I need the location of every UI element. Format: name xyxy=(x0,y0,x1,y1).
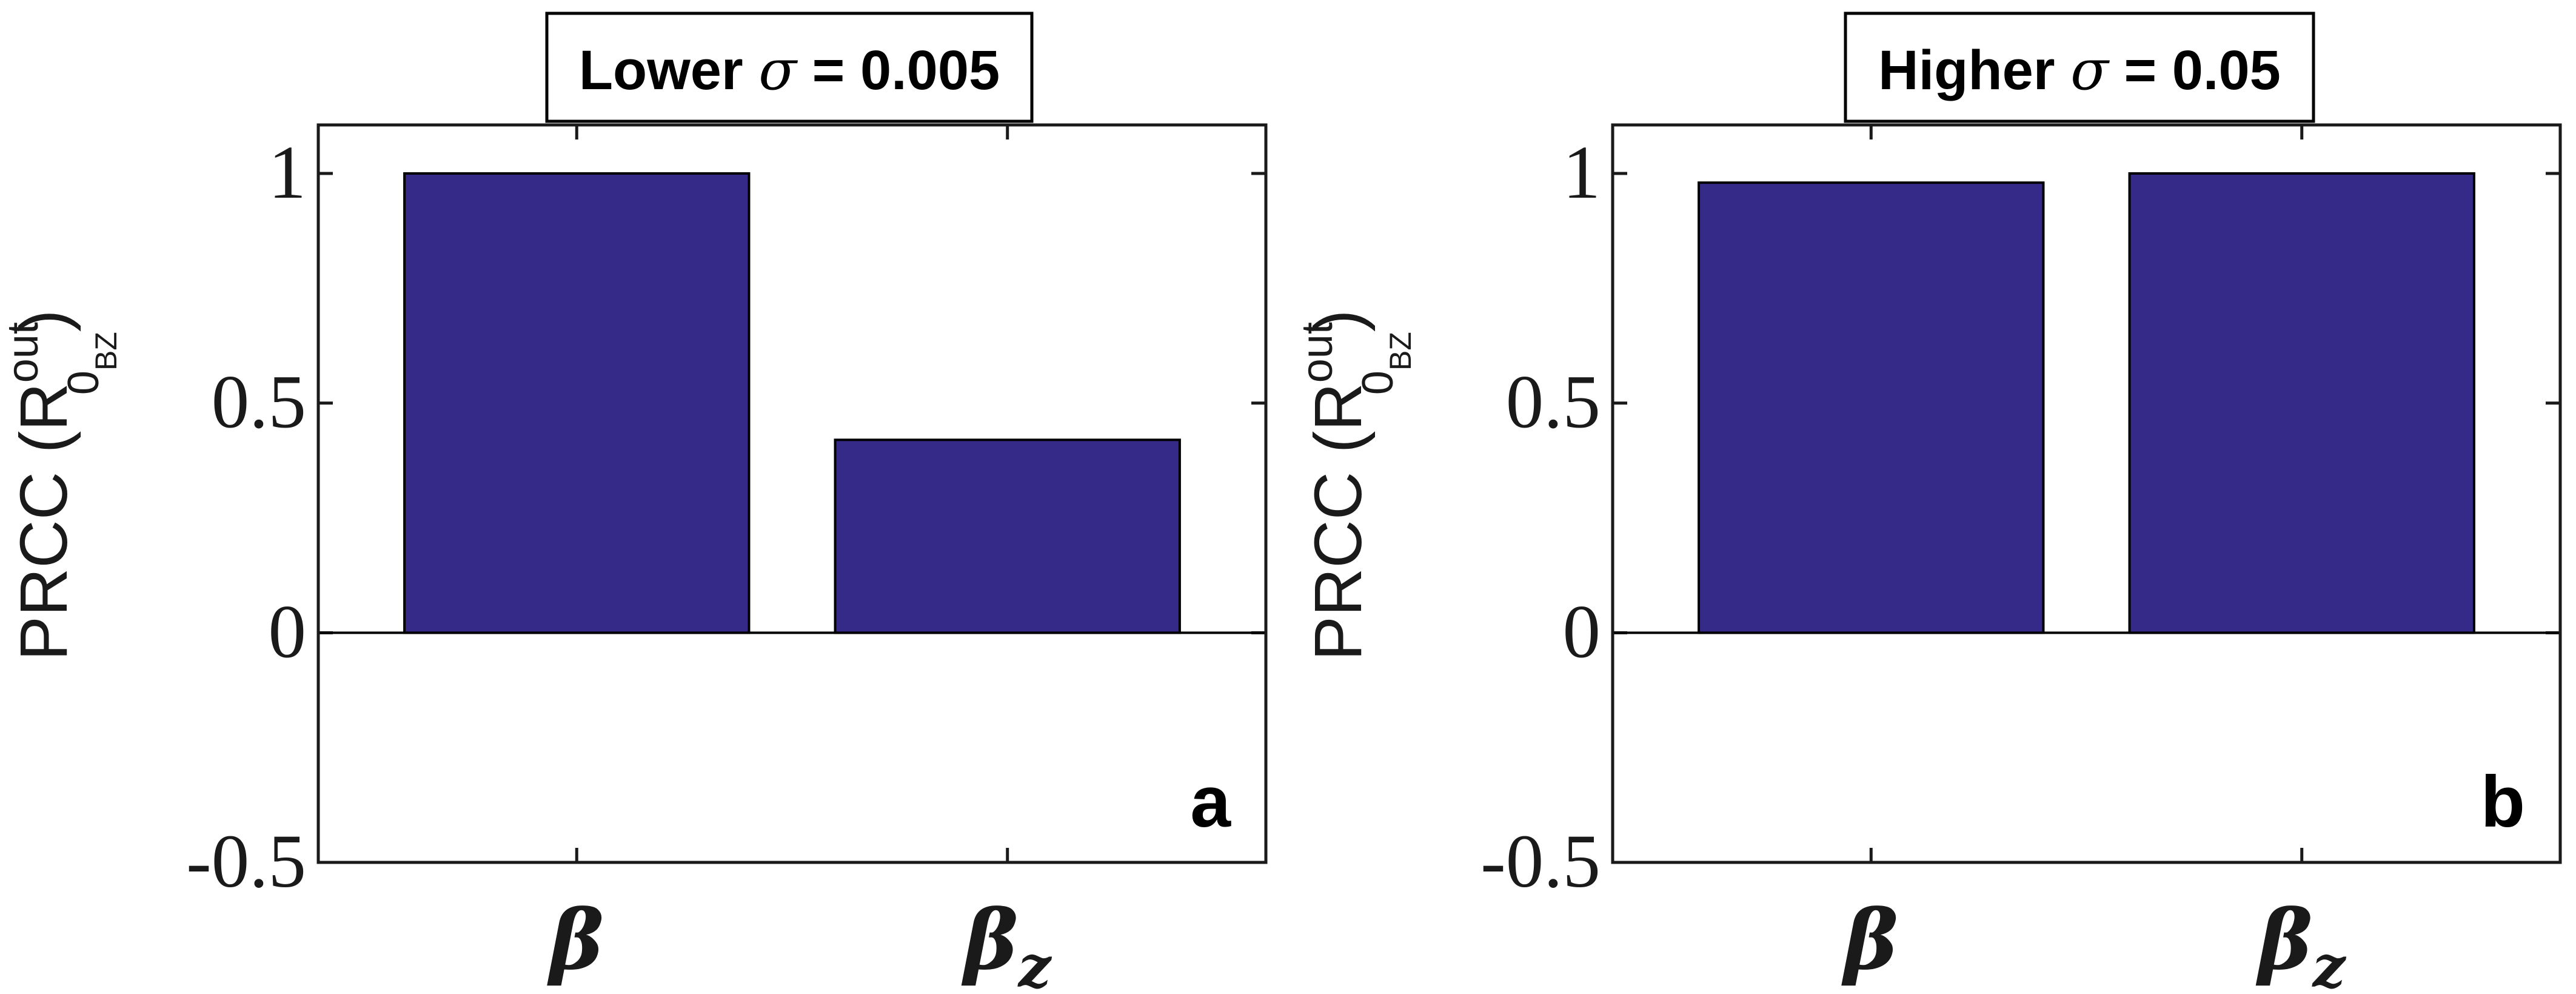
bars xyxy=(1698,172,2475,634)
chart-panel-a: Lower σ = 0.005 PRCC (Rout 0BZ) 1 0.5 0 -0.5… xyxy=(0,12,1268,994)
tick-labels: 1 0.5 0 -0.5 β βz xyxy=(1480,131,2346,994)
chart-panel-b: Higher σ = 0.05 PRCC (Rout 0BZ) 1 0.5 0 -0.5… xyxy=(1293,12,2562,994)
panel-label: b xyxy=(2481,761,2525,842)
axes-frame xyxy=(316,123,1268,864)
title-box xyxy=(545,12,1034,123)
x-tick-label: β xyxy=(1841,892,1898,988)
x-tick-label: βz xyxy=(2255,892,2347,994)
chart-title-text: Lower σ = 0.005 xyxy=(579,38,1000,102)
y-tick-label: 0 xyxy=(269,590,307,674)
bars xyxy=(403,172,1181,634)
y-tick-label: 0.5 xyxy=(212,361,306,445)
y-tick-label: 1 xyxy=(1563,131,1601,215)
bar xyxy=(1698,181,2045,634)
panel-label: a xyxy=(1190,761,1231,842)
bar xyxy=(834,438,1181,634)
axes-frame xyxy=(1611,123,2562,864)
y-tick-label: -0.5 xyxy=(186,820,306,904)
x-tick-label: β xyxy=(546,892,604,988)
bar xyxy=(403,172,751,634)
y-axis-label: PRCC (Rout 0BZ) xyxy=(0,309,123,660)
y-tick-label: 0.5 xyxy=(1506,361,1601,445)
title-box xyxy=(1844,12,2315,123)
y-axis-label: PRCC (Rout 0BZ) xyxy=(1293,309,1417,660)
x-tick-label: βz xyxy=(961,892,1052,994)
chart-title-text: Higher σ = 0.05 xyxy=(1878,38,2281,102)
chart-title: Higher σ = 0.05 xyxy=(1844,12,2315,123)
y-tick-label: 1 xyxy=(269,131,307,215)
y-tick-label: 0 xyxy=(1563,590,1601,674)
chart-title: Lower σ = 0.005 xyxy=(545,12,1034,123)
bar xyxy=(2128,172,2475,634)
tick-labels: 1 0.5 0 -0.5 β βz xyxy=(186,131,1052,994)
y-tick-label: -0.5 xyxy=(1480,820,1601,904)
